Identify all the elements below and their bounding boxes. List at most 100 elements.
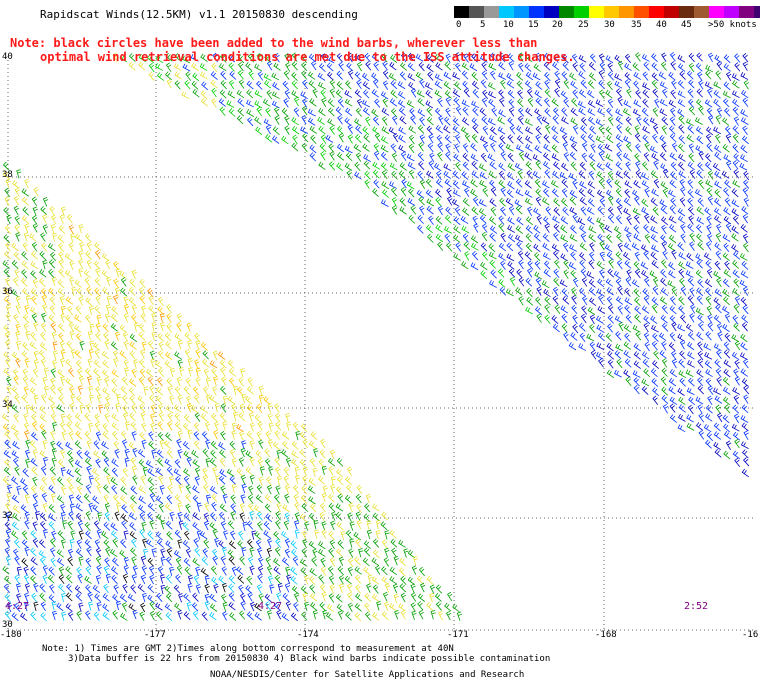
wind-barb (254, 100, 263, 109)
wind-barb (563, 269, 569, 279)
wind-barb (257, 521, 263, 531)
wind-barb (200, 405, 209, 414)
wind-barb (302, 466, 309, 477)
wind-barb (455, 106, 462, 116)
wind-barb (437, 151, 443, 162)
wind-barb (605, 89, 613, 99)
wind-barb (231, 458, 237, 468)
wind-barb (141, 305, 147, 315)
wind-barb (732, 314, 739, 325)
wind-barb (471, 71, 479, 81)
wind-barb (677, 79, 685, 89)
wind-barb (49, 296, 56, 306)
wind-barb (211, 87, 217, 98)
wind-barb (697, 241, 705, 251)
wind-barb (642, 134, 650, 144)
wind-barb (644, 233, 651, 244)
wind-barb (328, 466, 334, 476)
wind-barb (256, 584, 263, 594)
wind-barb (4, 331, 11, 341)
wind-barb (283, 520, 290, 530)
wind-barb (732, 259, 739, 269)
wind-barb (124, 448, 130, 459)
wind-barb (280, 530, 289, 540)
wind-barb (227, 90, 236, 99)
wind-barb (255, 494, 263, 503)
wind-barb (407, 161, 416, 170)
wind-barb (228, 540, 237, 550)
wind-barb (69, 277, 75, 287)
wind-barb (137, 395, 145, 404)
wind-barb (543, 188, 550, 198)
wind-barb (697, 314, 705, 324)
lat-label-36: 36 (2, 287, 13, 297)
wind-barb (500, 260, 506, 270)
wind-barb (374, 565, 381, 575)
wind-barb (723, 242, 730, 253)
wind-barb (598, 151, 604, 161)
wind-barb (695, 62, 703, 72)
wind-barb (605, 162, 613, 171)
wind-barb (70, 349, 77, 359)
wind-barb (282, 80, 290, 90)
wind-barb (68, 431, 74, 441)
wind-barb (634, 133, 641, 143)
wind-barb (21, 251, 28, 261)
wind-barb (670, 350, 677, 361)
wind-barb (231, 483, 237, 494)
wind-barb (534, 252, 541, 262)
wind-barb (482, 142, 489, 153)
wind-barb (679, 70, 686, 80)
wind-barb (498, 162, 506, 171)
footnote-line-2: 3)Data buffer is 22 hrs from 20150830 4)… (68, 654, 551, 664)
wind-barb (372, 612, 380, 621)
wind-barb (624, 304, 631, 314)
wind-barb (544, 79, 550, 90)
wind-barb (363, 154, 371, 162)
wind-barb (543, 61, 551, 71)
wind-barb (380, 521, 388, 531)
wind-barb (716, 277, 722, 287)
wind-barb (165, 574, 172, 584)
wind-barb (25, 295, 31, 305)
wind-barb (724, 404, 731, 414)
wind-barb (670, 161, 678, 171)
wind-barb (661, 386, 668, 396)
wind-barb (321, 492, 327, 503)
wind-barb (335, 486, 343, 496)
wind-barb (625, 376, 632, 386)
legend-swatch (739, 6, 754, 18)
wind-barb (536, 215, 542, 225)
wind-barb (597, 294, 604, 305)
wind-barb (210, 79, 218, 89)
wind-barb (56, 495, 65, 504)
wind-barb (596, 324, 604, 333)
wind-barb (652, 124, 659, 134)
wind-barb (687, 377, 695, 387)
wind-barb (249, 456, 255, 467)
wind-barb (436, 134, 443, 145)
wind-barb (685, 323, 694, 332)
wind-barb (51, 448, 57, 458)
wind-barb (122, 467, 129, 477)
wind-barb (209, 593, 217, 603)
wind-barb (469, 63, 478, 72)
wind-barb (301, 611, 308, 621)
wind-barb (302, 475, 308, 486)
wind-barb (217, 351, 226, 360)
wind-barb (381, 576, 389, 585)
wind-barb (113, 294, 119, 305)
wind-barb (123, 530, 129, 540)
wind-barb (24, 583, 31, 593)
wind-barb (526, 170, 533, 180)
wind-barb (239, 403, 246, 413)
wind-barb (471, 133, 478, 144)
wind-barb (715, 250, 722, 260)
wind-barb (58, 574, 65, 584)
wind-barb (703, 342, 712, 351)
wind-barb (505, 197, 514, 206)
wind-barb (2, 423, 11, 433)
wind-barb (662, 168, 669, 179)
wind-barb (481, 70, 488, 80)
wind-barb (383, 557, 390, 567)
